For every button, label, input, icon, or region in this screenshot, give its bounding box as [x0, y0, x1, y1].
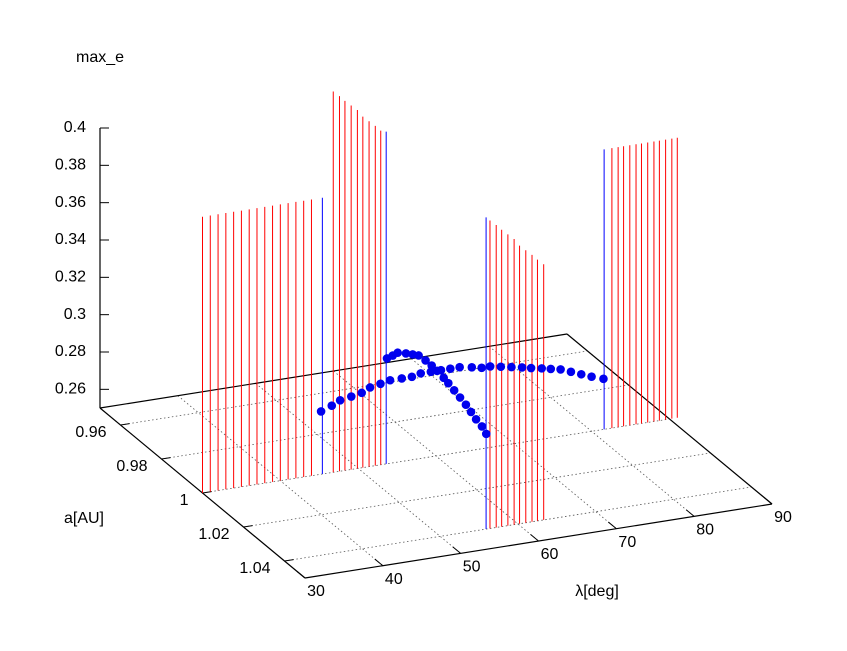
- point: [599, 374, 608, 384]
- point: [477, 422, 487, 431]
- point: [481, 429, 491, 439]
- point: [537, 364, 547, 373]
- point: [316, 407, 326, 416]
- y-tick: [284, 559, 294, 562]
- point: [526, 363, 536, 373]
- z-tick-label: 0.38: [55, 157, 86, 174]
- x-tick: [763, 497, 773, 505]
- x-grid-line: [255, 383, 461, 554]
- y-grid-line: [243, 452, 711, 528]
- point: [327, 401, 337, 410]
- x-tick-label: 90: [774, 509, 792, 526]
- point: [467, 363, 477, 372]
- point: [347, 392, 356, 401]
- z-tick-label: 0.34: [55, 231, 86, 248]
- y-grid-line: [120, 350, 588, 426]
- point: [477, 363, 486, 373]
- point: [507, 362, 516, 372]
- point: [449, 386, 459, 395]
- point: [416, 369, 426, 378]
- x-tick-label: 60: [541, 546, 559, 563]
- point: [471, 414, 481, 424]
- z-tick-label: 0.4: [64, 119, 86, 136]
- point: [427, 361, 437, 370]
- point: [496, 362, 506, 372]
- point: [466, 407, 476, 417]
- x-tick: [530, 534, 539, 542]
- y-tick-label: 1.02: [198, 526, 229, 543]
- point: [401, 349, 411, 358]
- point: [517, 363, 527, 372]
- y-grid-line: [161, 384, 629, 460]
- y-tick: [243, 525, 253, 528]
- point: [432, 366, 442, 376]
- y-axis-label: a[AU]: [64, 510, 104, 527]
- point: [414, 351, 423, 360]
- point: [393, 348, 402, 358]
- y-grid-line: [284, 486, 752, 562]
- y-tick: [161, 457, 171, 460]
- x-grid-line: [177, 395, 384, 566]
- axes-layer: 30 40 50 60 70 80 90 0.96 0.98 1 1.02 1.04 0.26 0.28 0…: [55, 119, 792, 600]
- point: [444, 378, 453, 388]
- point: [556, 365, 565, 374]
- y-tick: [202, 491, 212, 494]
- z-tick-label: 0.36: [55, 194, 86, 211]
- x-tick: [452, 546, 461, 554]
- x-tick-label: 40: [385, 571, 403, 588]
- point: [546, 364, 556, 374]
- x-tick: [608, 521, 617, 530]
- z-tick-label: 0.26: [55, 381, 86, 398]
- point: [335, 396, 345, 405]
- y-tick-label: 0.98: [116, 458, 147, 475]
- x-tick-label: 30: [307, 583, 325, 600]
- point: [376, 379, 385, 389]
- marks-layer: [202, 91, 678, 530]
- z-tick-label: 0.28: [55, 343, 86, 360]
- x-tick-label: 80: [696, 522, 714, 539]
- point: [385, 375, 395, 385]
- point: [576, 369, 586, 379]
- point: [461, 400, 471, 409]
- y-grid-line: [202, 418, 670, 494]
- x-grid-line: [488, 346, 695, 517]
- z-axis-label: max_e: [76, 49, 124, 66]
- base-right-edge: [566, 333, 773, 505]
- y-tick: [120, 423, 130, 426]
- point: [455, 393, 465, 402]
- z-tick-label: 0.3: [64, 306, 86, 323]
- point: [365, 383, 375, 392]
- x-tick-label: 70: [618, 534, 636, 551]
- y-tick-label: 1: [180, 492, 189, 509]
- point: [397, 374, 407, 383]
- x-tick-label: 50: [463, 559, 481, 576]
- point: [485, 362, 495, 371]
- x-tick: [374, 558, 384, 567]
- point: [587, 372, 596, 381]
- z-tick-label: 0.32: [55, 269, 86, 286]
- point: [407, 372, 417, 382]
- point: [357, 388, 367, 398]
- y-tick-label: 0.96: [75, 424, 106, 441]
- x-tick: [685, 509, 695, 517]
- y-tick-label: 1.04: [239, 560, 270, 577]
- point: [446, 364, 455, 373]
- point: [566, 367, 576, 377]
- x-axis-label: λ[deg]: [575, 583, 619, 600]
- x-tick: [296, 571, 306, 579]
- point: [455, 362, 464, 372]
- point: [421, 356, 430, 365]
